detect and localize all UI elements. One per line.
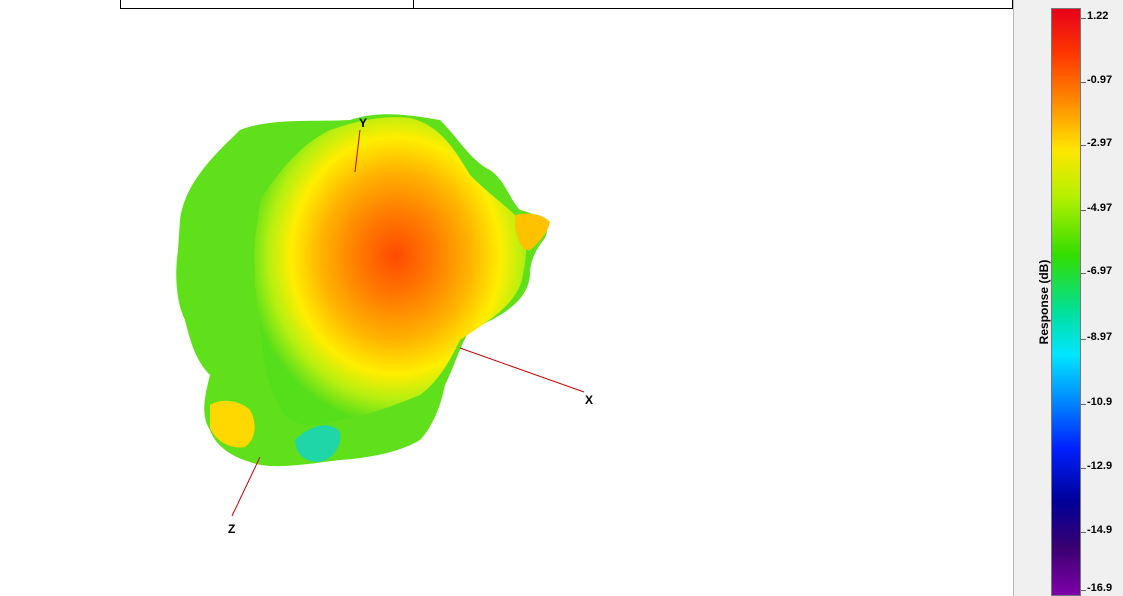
surface-main-lobe: [254, 117, 527, 426]
surface-side-lobe: [515, 213, 550, 251]
colorbar-tick: [1081, 339, 1086, 340]
colorbar-tick-label: -2.97: [1087, 137, 1113, 149]
colorbar-tick: [1081, 145, 1086, 146]
colorbar-tick: [1081, 210, 1086, 211]
x-axis-line: [459, 347, 585, 393]
colorbar-tick: [1081, 82, 1086, 83]
x-axis-label: X: [585, 393, 594, 407]
colorbar-title: Response (dB): [1037, 259, 1051, 345]
colorbar-tick-label: -12.9: [1087, 460, 1113, 472]
colorbar-tick-label: -16.9: [1087, 582, 1113, 594]
colorbar-gradient: [1051, 8, 1081, 596]
colorbar-tick-label: -10.9: [1087, 396, 1113, 408]
top-table-fragment: [0, 0, 1013, 10]
colorbar-tick-label: -4.97: [1087, 202, 1113, 214]
surface-teal-patch: [295, 425, 341, 462]
z-axis-label: Z: [228, 522, 236, 536]
colorbar-panel: Response (dB) 1.22 -0.97 -2.97 -4.97 -6.…: [1013, 0, 1123, 596]
radiation-pattern-surface: [176, 114, 585, 517]
colorbar-tick: [1081, 18, 1086, 19]
3d-viewport[interactable]: Y X Z: [0, 10, 1013, 596]
colorbar-tick-label: -0.97: [1087, 74, 1113, 86]
y-axis-line: [354, 129, 361, 173]
top-cell-right: [413, 0, 1013, 9]
colorbar-tick-label: -8.97: [1087, 331, 1113, 343]
colorbar-tick-label: 1.22: [1087, 10, 1109, 22]
z-axis-line: [231, 456, 261, 517]
colorbar-tick-label: -14.9: [1087, 524, 1113, 536]
y-axis-label: Y: [359, 116, 368, 130]
colorbar-tick: [1081, 590, 1086, 591]
colorbar-tick: [1081, 404, 1086, 405]
colorbar-tick: [1081, 468, 1086, 469]
colorbar-tick: [1081, 532, 1086, 533]
surface-bottom-lobe: [210, 400, 255, 448]
colorbar-tick-label: -6.97: [1087, 265, 1113, 277]
colorbar-tick: [1081, 273, 1086, 274]
